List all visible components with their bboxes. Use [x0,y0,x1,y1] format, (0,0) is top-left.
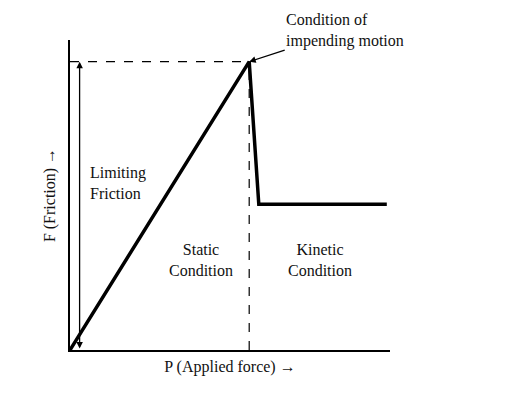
svg-text:StaticCondition: StaticCondition [169,241,233,279]
svg-text:KineticCondition: KineticCondition [288,241,352,279]
svg-text:P (Applied force) →: P (Applied force) → [164,358,295,376]
svg-text:Condition ofimpending motion: Condition ofimpending motion [286,11,404,50]
svg-text:LimitingFriction: LimitingFriction [90,164,146,202]
svg-text:F (Friction) →: F (Friction) → [41,148,59,242]
